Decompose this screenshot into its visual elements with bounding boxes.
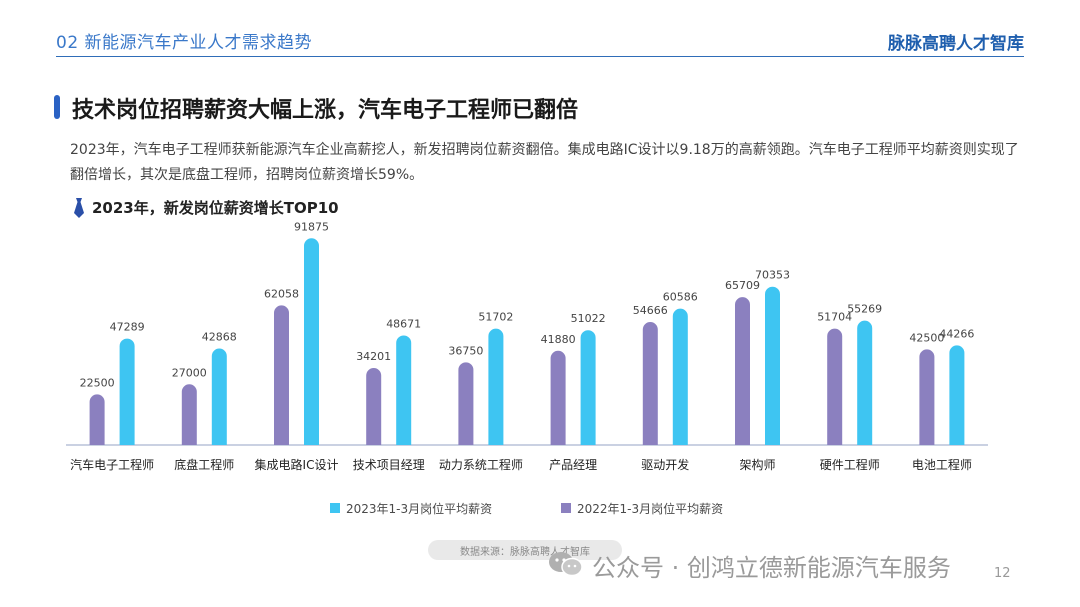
data-label-2023-8: 55269	[847, 303, 882, 316]
bar-2022-6	[642, 322, 658, 445]
legend-label-2022: 2022年1-3月岗位平均薪资	[577, 502, 724, 516]
data-label-2022-4: 36750	[448, 344, 483, 357]
category-label-3: 技术项目经理	[353, 458, 425, 472]
category-label-5: 产品经理	[549, 458, 597, 472]
bar-2023-0	[119, 338, 135, 445]
data-label-2023-6: 60586	[663, 291, 698, 304]
page-number: 12	[994, 566, 1011, 581]
bar-2023-2	[304, 238, 319, 445]
category-label-8: 硬件工程师	[820, 457, 880, 472]
legend-swatch-2023	[330, 503, 340, 513]
description-text: 2023年，汽车电子工程师获新能源汽车企业高薪挖人，新发招聘岗位薪资翻倍。集成电…	[70, 142, 1019, 183]
data-label-2022-7: 65709	[725, 279, 760, 292]
bar-2022-4	[458, 362, 474, 445]
necktie-icon	[74, 198, 84, 218]
bar-2023-5	[580, 330, 596, 445]
bar-2023-1	[211, 348, 227, 445]
section-title: 02 新能源汽车产业人才需求趋势	[56, 33, 313, 53]
bar-2023-9	[949, 345, 965, 445]
category-label-4: 动力系统工程师	[439, 457, 523, 472]
data-label-2022-1: 27000	[172, 366, 207, 379]
data-label-2023-0: 47289	[110, 321, 145, 334]
header-divider	[56, 56, 1024, 57]
wechat-icon	[549, 552, 583, 577]
bar-2022-9	[919, 349, 935, 445]
category-label-2: 集成电路IC设计	[255, 457, 339, 472]
data-label-2023-9: 44266	[939, 327, 974, 340]
category-label-7: 架构师	[739, 457, 775, 472]
category-label-1: 底盘工程师	[174, 457, 234, 472]
watermark-text: 公众号 · 创鸿立德新能源汽车服务	[592, 554, 951, 582]
bar-2022-7	[735, 297, 750, 445]
data-label-2022-3: 34201	[356, 350, 391, 363]
data-label-2023-1: 42868	[202, 331, 237, 344]
bar-2022-0	[89, 394, 105, 445]
data-label-2023-3: 48671	[386, 317, 421, 330]
bar-2022-8	[827, 328, 843, 445]
data-label-2022-9: 42500	[909, 331, 944, 344]
source-text: 数据来源：脉脉高聘人才智库	[460, 547, 590, 558]
category-label-6: 驱动开发	[641, 457, 689, 472]
data-label-2022-0: 22500	[80, 376, 115, 389]
bar-2023-3	[396, 335, 412, 445]
chart-title: 2023年，新发岗位薪资增长TOP10	[92, 199, 339, 217]
brand-name: 脉脉高聘人才智库	[888, 34, 1024, 54]
data-label-2023-4: 51702	[478, 311, 513, 324]
category-label-0: 汽车电子工程师	[70, 457, 154, 472]
page-header: 02 新能源汽车产业人才需求趋势 脉脉高聘人才智库	[0, 0, 1080, 62]
data-label-2023-2: 91875	[294, 220, 329, 233]
bar-2022-1	[181, 384, 197, 445]
bar-2023-6	[672, 308, 688, 445]
source-note: 数据来源：脉脉高聘人才智库	[428, 540, 622, 560]
data-label-2022-2: 62058	[264, 287, 299, 300]
bar-2022-3	[366, 368, 382, 445]
legend-label-2023: 2023年1-3月岗位平均薪资	[346, 502, 493, 516]
bar-2022-2	[274, 305, 289, 445]
data-label-2023-7: 70353	[755, 269, 790, 282]
bar-2023-8	[857, 320, 873, 445]
bar-2023-4	[488, 328, 504, 445]
data-label-2023-5: 51022	[571, 312, 606, 325]
category-label-9: 电池工程师	[912, 457, 972, 472]
data-label-2022-6: 54666	[633, 304, 668, 317]
data-label-2022-8: 51704	[817, 311, 852, 324]
legend-swatch-2022	[561, 503, 571, 513]
bar-2023-7	[765, 286, 780, 445]
slide-title: 技术岗位招聘薪资大幅上涨，汽车电子工程师已翻倍	[72, 98, 579, 123]
data-label-2022-5: 41880	[541, 333, 576, 346]
bar-2022-5	[550, 350, 566, 445]
title-accent-bar	[54, 95, 60, 119]
